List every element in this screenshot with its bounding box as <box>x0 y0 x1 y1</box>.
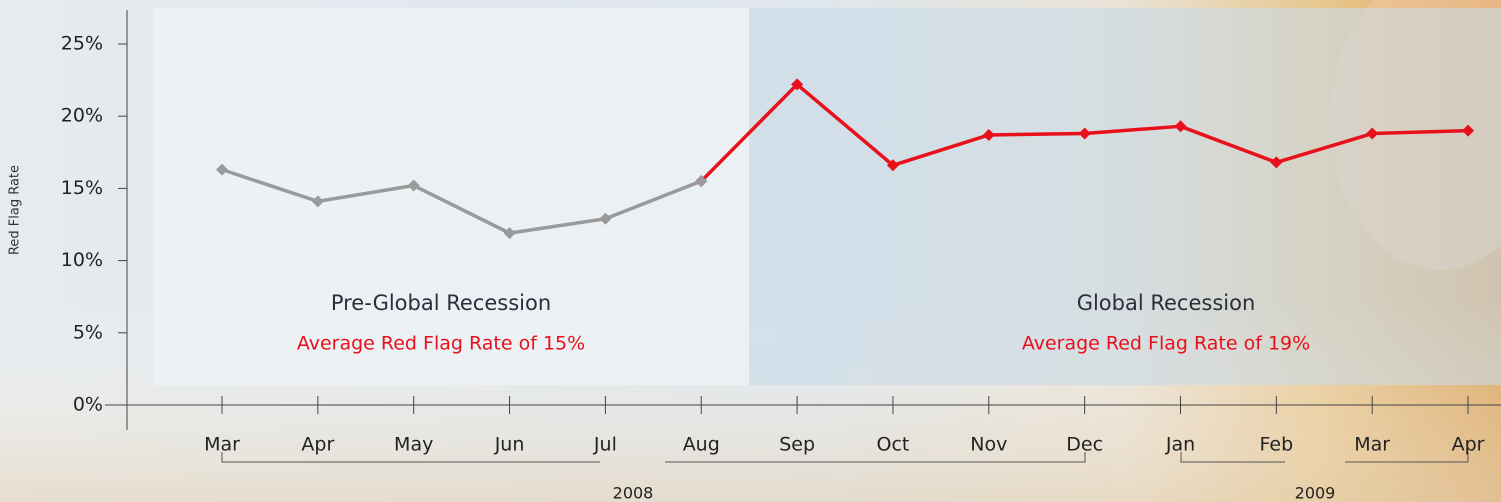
x-tick-label: Dec <box>1066 434 1103 456</box>
x-tick-label: Jun <box>494 434 525 456</box>
x-tick-label: Sep <box>779 434 815 456</box>
year-label: 2009 <box>1295 484 1336 502</box>
y-tick-label: 0% <box>73 394 103 416</box>
x-tick-label: Jan <box>1165 434 1195 456</box>
recession-region <box>749 8 1501 385</box>
page: {"chart_data": { "type": "line", "y_labe… <box>0 0 1501 502</box>
x-tick-label: Feb <box>1260 434 1294 456</box>
x-tick-label: Apr <box>1452 434 1485 456</box>
y-tick-label: 20% <box>61 105 103 127</box>
x-tick-label: Aug <box>683 434 720 456</box>
y-tick-label: 5% <box>73 321 103 343</box>
y-tick-label: 10% <box>61 249 103 271</box>
region-title: Pre-Global Recession <box>331 291 551 315</box>
region-average: Average Red Flag Rate of 15% <box>297 333 585 355</box>
x-tick-label: Mar <box>1354 434 1390 456</box>
x-tick-label: Jul <box>593 434 617 456</box>
y-axis-label: Red Flag Rate <box>8 165 23 255</box>
y-tick-label: 25% <box>61 33 103 55</box>
region-average: Average Red Flag Rate of 19% <box>1022 333 1310 355</box>
year-label: 2008 <box>613 484 654 502</box>
x-tick-label: Mar <box>204 434 240 456</box>
y-tick-label: 15% <box>61 177 103 199</box>
chart: Red Flag Rate Pre-Global Recession Avera… <box>0 0 1501 502</box>
x-tick-label: Apr <box>301 434 334 456</box>
x-tick-label: Nov <box>970 434 1007 456</box>
x-tick-label: Oct <box>877 434 910 456</box>
x-tick-label: May <box>394 434 433 456</box>
region-title: Global Recession <box>1077 291 1256 315</box>
